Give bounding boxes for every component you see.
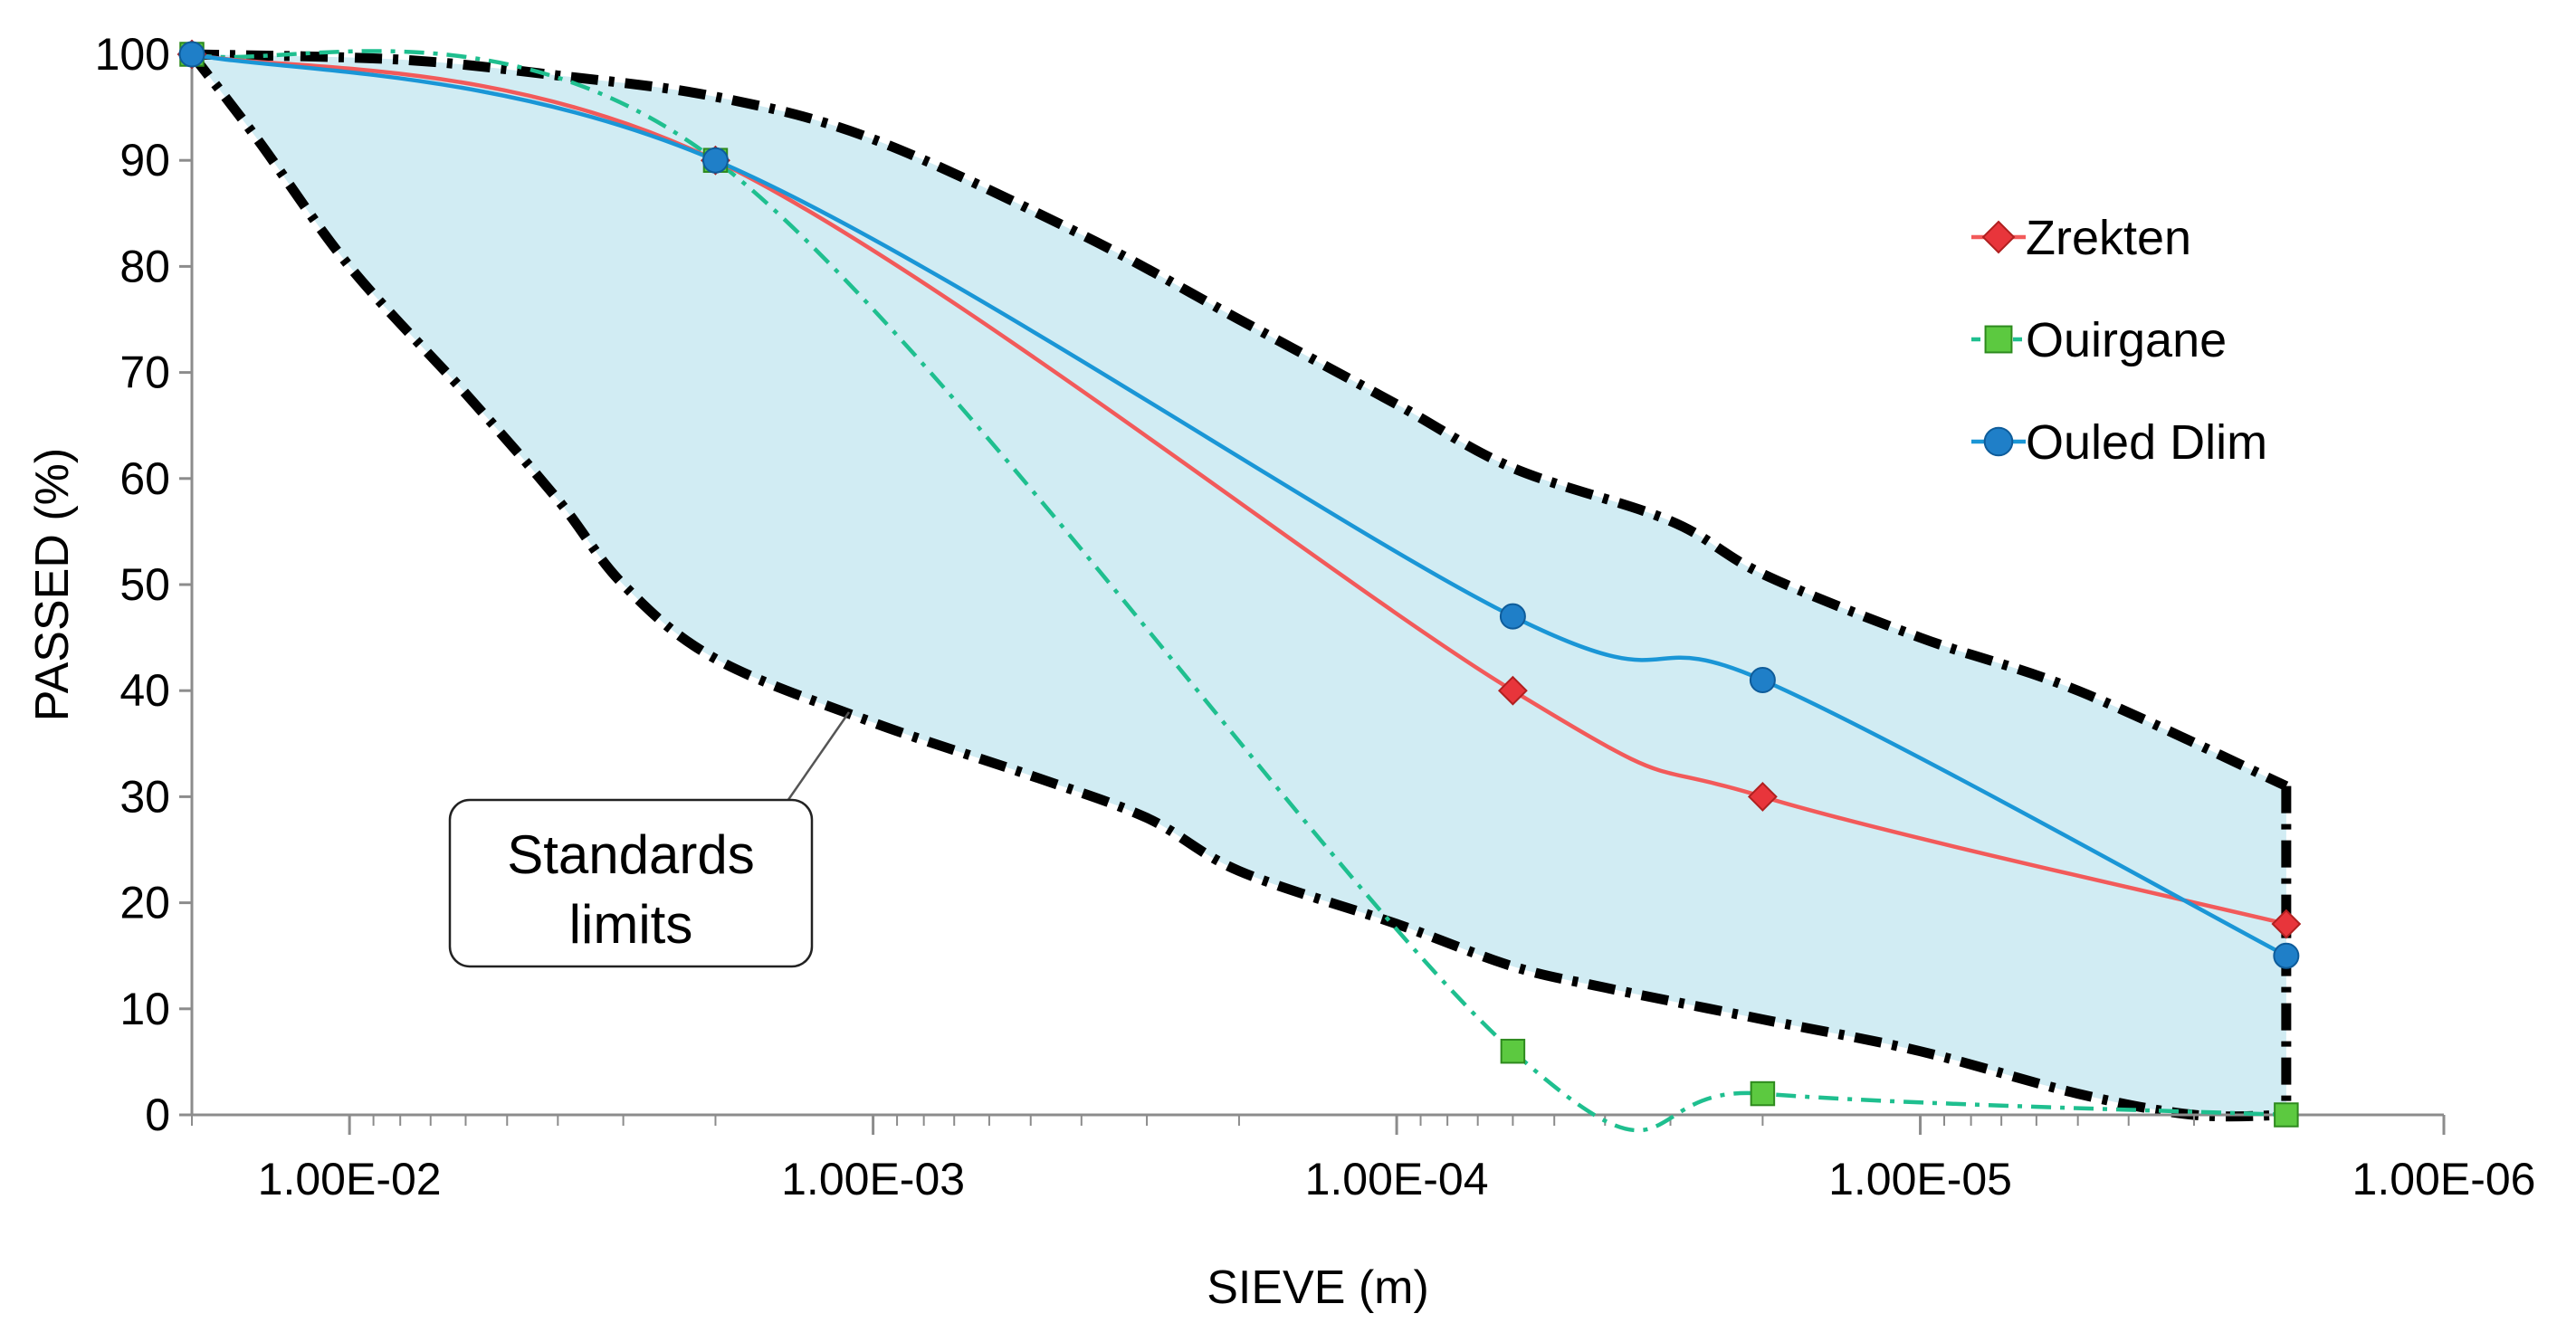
x-axis-title: SIEVE (m) <box>1207 1261 1429 1314</box>
standards-limits-area <box>192 54 2286 1117</box>
data-point-ouled-dlim <box>178 41 205 68</box>
data-point-ouled-dlim <box>1749 666 1776 693</box>
callout-leader-line <box>784 711 851 804</box>
data-point-zrekten <box>2271 909 2302 939</box>
x-tick-label: 1.00E-03 <box>781 1154 965 1204</box>
data-point-zrekten <box>1497 675 1528 706</box>
y-axis-title: PASSED (%) <box>26 448 79 721</box>
callout-label-line: Standards <box>507 824 755 885</box>
x-tick-label: 1.00E-04 <box>1305 1154 1489 1204</box>
y-tick-label: 50 <box>119 559 170 610</box>
data-point-ouled-dlim <box>1499 603 1526 630</box>
callout-box <box>448 798 814 968</box>
legend-marker-ouled-dlim <box>1983 426 2014 457</box>
standards-limits-callout: Standards limits <box>448 711 851 968</box>
data-point-zrekten <box>1747 781 1778 812</box>
y-tick-label: 0 <box>145 1090 170 1140</box>
x-tick-label: 1.00E-05 <box>1828 1154 2012 1204</box>
y-tick-label: 20 <box>119 878 170 928</box>
data-point-ouled-dlim <box>2273 942 2300 969</box>
y-tick-label: 30 <box>119 771 170 822</box>
series-line-ouled-dlim <box>191 52 2287 958</box>
x-tick-label: 1.00E-06 <box>2352 1154 2536 1204</box>
legend-marker-zrekten <box>1981 220 2016 254</box>
axes: 0 10 20 30 40 50 60 70 80 90 100 1.00E-02 1.00E-03 1.… <box>26 29 2535 1314</box>
series-line-ouirgane <box>191 49 2286 1133</box>
data-series <box>177 39 2302 1133</box>
legend-label-ouirgane: Ouirgane <box>2026 313 2227 367</box>
y-tick-label: 60 <box>119 453 170 504</box>
y-tick-label: 40 <box>119 665 170 716</box>
lower-limit-line <box>187 51 2286 1122</box>
data-point-ouirgane <box>2274 1102 2299 1128</box>
legend-label-zrekten: Zrekten <box>2026 211 2191 265</box>
legend-marker-ouirgane <box>1984 325 2013 354</box>
y-tick-label: 70 <box>119 347 170 398</box>
series-line-zrekten <box>191 52 2287 927</box>
callout-label-line: limits <box>569 894 693 955</box>
y-tick-label: 90 <box>119 135 170 186</box>
upper-limit-line <box>191 49 2289 791</box>
data-point-ouirgane <box>1750 1080 1776 1107</box>
y-tick-label: 80 <box>119 241 170 291</box>
y-tick-label: 10 <box>119 984 170 1034</box>
legend-label-ouled-dlim: Ouled Dlim <box>2026 415 2267 470</box>
data-point-ouirgane <box>1500 1038 1526 1064</box>
x-tick-label: 1.00E-02 <box>258 1154 442 1204</box>
y-tick-label: 100 <box>95 29 170 80</box>
legend: Zrekten Ouirgane Ouled Dlim <box>1971 211 2267 470</box>
data-point-ouled-dlim <box>701 147 729 174</box>
